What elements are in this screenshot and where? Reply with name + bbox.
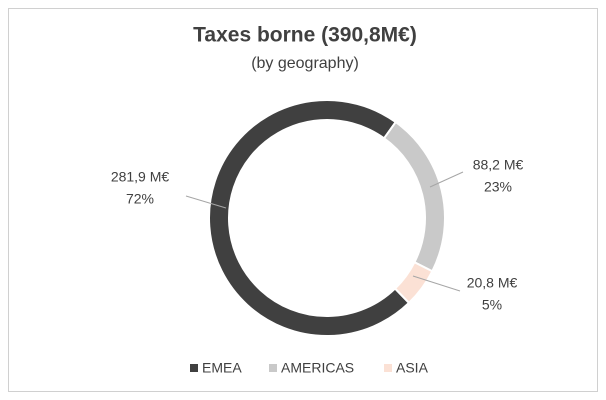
donut-segment bbox=[208, 99, 411, 337]
chart-title: Taxes borne (390,8M€) bbox=[193, 24, 417, 47]
data-label: 20,8 M€ bbox=[467, 275, 518, 291]
percentage-label: 72% bbox=[126, 191, 154, 207]
leader-line bbox=[185, 195, 227, 209]
leader-line bbox=[429, 171, 464, 188]
percentage-label: 23% bbox=[484, 179, 512, 195]
legend-swatch bbox=[190, 364, 198, 372]
legend-swatch bbox=[384, 364, 392, 372]
donut-segment bbox=[393, 260, 434, 305]
legend-label: ASIA bbox=[396, 360, 429, 376]
legend-label: EMEA bbox=[202, 360, 242, 376]
legend-swatch bbox=[269, 364, 277, 372]
data-label: 281,9 M€ bbox=[111, 169, 170, 185]
data-label: 88,2 M€ bbox=[473, 157, 524, 173]
leader-line bbox=[412, 275, 461, 292]
percentage-label: 5% bbox=[482, 297, 502, 313]
legend-label: AMERICAS bbox=[281, 360, 354, 376]
chart-subtitle: (by geography) bbox=[251, 55, 359, 72]
